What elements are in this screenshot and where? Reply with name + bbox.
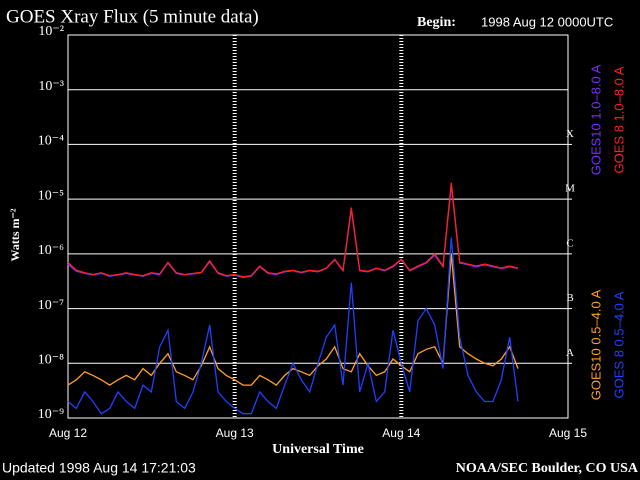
x-tick-label: Aug 14 — [382, 426, 420, 440]
flare-class-label: C — [566, 237, 573, 249]
legend-entry: GOES10 1.0–8.0 A — [588, 64, 603, 175]
x-tick-label: Aug 13 — [216, 426, 254, 440]
series-line — [67, 237, 519, 415]
y-tick-label: 10⁻⁵ — [38, 188, 64, 203]
flare-class-label: A — [566, 347, 574, 359]
begin-value: 1998 Aug 12 0000UTC — [481, 14, 613, 29]
x-tick-label: Aug 12 — [49, 426, 87, 440]
plot-frame — [67, 34, 569, 419]
x-tick-label: Aug 15 — [549, 426, 587, 440]
begin-label: Begin: — [417, 15, 456, 30]
y-tick-label: 10⁻⁸ — [38, 353, 64, 368]
y-tick-label: 10⁻⁴ — [38, 134, 64, 149]
updated-note: Updated 1998 Aug 14 17:21:03 — [2, 460, 196, 476]
legend-entry: GOES 8 1.0–8.0 A — [611, 66, 626, 173]
y-tick-label: 10⁻³ — [38, 79, 64, 94]
series-line — [67, 253, 519, 386]
y-tick-label: 10⁻⁷ — [38, 298, 64, 313]
y-tick-label: 10⁻⁶ — [38, 243, 64, 258]
legend-entry: GOES 8 0.5–4.0 A — [611, 291, 626, 398]
y-tick-label: 10⁻² — [38, 24, 64, 39]
flare-class-label: B — [566, 292, 573, 304]
credit: NOAA/SEC Boulder, CO USA — [456, 461, 639, 476]
flare-class-label: X — [566, 128, 574, 140]
flare-class-label: M — [565, 183, 575, 195]
y-tick-label: 10⁻⁹ — [38, 407, 64, 422]
y-axis-label: Watts m⁻² — [8, 208, 22, 261]
x-axis-label: Universal Time — [272, 442, 364, 457]
series-line — [67, 182, 519, 278]
chart-title: GOES Xray Flux (5 minute data) — [6, 6, 259, 27]
legend-entry: GOES10 0.5–4.0 A — [588, 289, 603, 400]
